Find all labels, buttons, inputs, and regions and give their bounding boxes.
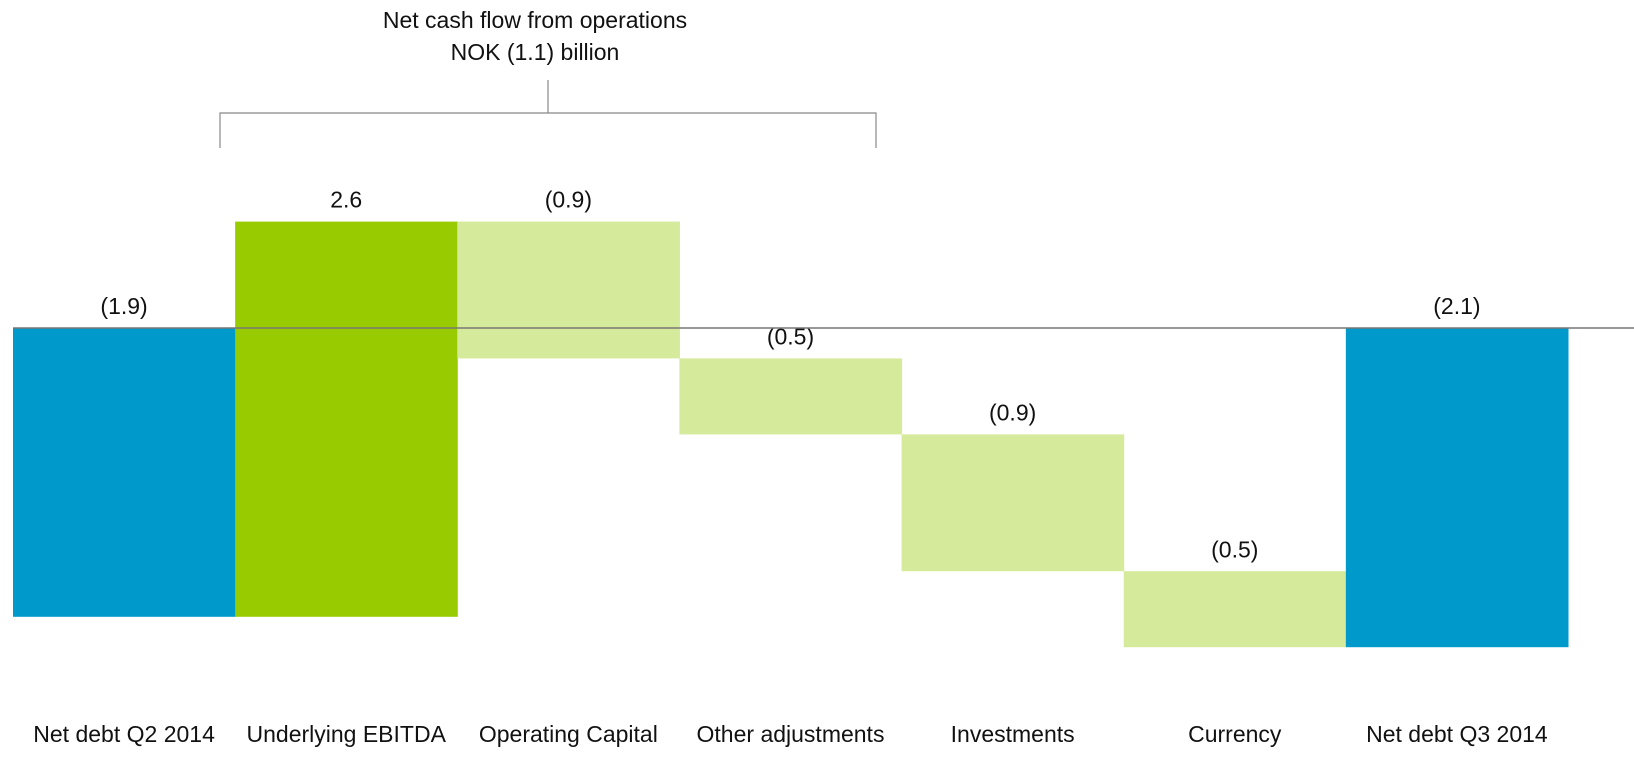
- value-label: (0.9): [989, 399, 1036, 425]
- bar: [1345, 328, 1569, 648]
- x-tick-label: Underlying EBITDA: [247, 721, 447, 747]
- x-tick-label: Investments: [951, 721, 1075, 747]
- bar: [679, 358, 903, 435]
- x-tick-label: Operating Capital: [479, 721, 658, 747]
- bar: [235, 221, 458, 617]
- annotation-line: NOK (1.1) billion: [451, 39, 620, 65]
- bar: [901, 434, 1125, 572]
- value-label: (0.5): [1211, 536, 1258, 562]
- value-label: (2.1): [1433, 293, 1480, 319]
- bar: [13, 328, 236, 617]
- annotation-line: Net cash flow from operations: [383, 7, 687, 33]
- bar: [457, 221, 680, 359]
- value-label: (0.9): [545, 187, 592, 213]
- x-tick-label: Net debt Q2 2014: [33, 721, 215, 747]
- bracket: [219, 80, 877, 148]
- x-tick-label: Currency: [1188, 721, 1282, 747]
- value-label: 2.6: [330, 187, 362, 213]
- x-tick-label: Other adjustments: [697, 721, 885, 747]
- bar: [1123, 571, 1347, 648]
- value-label: (1.9): [100, 293, 147, 319]
- x-tick-label: Net debt Q3 2014: [1366, 721, 1548, 747]
